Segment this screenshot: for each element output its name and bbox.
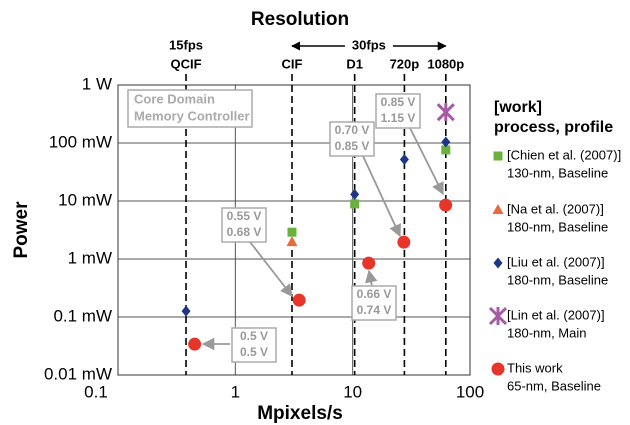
annotation-text: 0.85 V [335,139,370,153]
legend-detail: 180-nm, Baseline [507,219,608,234]
point [441,145,451,155]
point [350,188,360,200]
y-axis-label: Power [11,201,32,259]
annotation-arrow [409,127,444,196]
point [399,153,409,165]
resolution-label: QCIF [170,56,201,71]
plot-frame [117,84,471,376]
note-text: Memory Controller [134,108,250,123]
y-tick-label: 100 mW [49,132,112,151]
y-tick-label: 0.1 mW [53,306,112,325]
x-tick-label: 100 [456,382,484,401]
annotation-text: 0.70 V [335,123,370,137]
point [397,235,411,249]
annotation-arrow [362,155,401,238]
legend-detail: 180-nm, Baseline [507,272,608,287]
y-tick-label: 1 W [82,74,112,93]
note-box [127,89,253,128]
annotation-text: 0.5 V [240,329,268,343]
resolution-label: D1 [346,56,363,71]
point [362,256,376,270]
legend-title: process, profile [494,119,613,136]
annotation-box [221,207,267,243]
point [350,199,360,209]
annotation-arrow [249,241,293,297]
point [439,198,453,212]
legend-detail: 180-nm, Main [507,325,586,340]
annotation-text: 0.55 V [227,209,262,223]
legend-detail: 130-nm, Baseline [507,165,608,180]
note-text: Core Domain [134,91,215,106]
legend-marker [488,306,508,326]
annotation-text: 1.15 V [381,111,416,125]
chart-title: Resolution [251,9,349,30]
resolution-label: 720p [390,56,420,71]
x-tick-label: 0.1 [84,382,108,401]
point [292,293,306,307]
annotation-text: 0.85 V [381,95,416,109]
y-tick-label: 0.01 mW [44,364,112,383]
annotation-text: 0.5 V [240,345,268,359]
point [188,337,202,351]
legend-label: [Lin et al. (2007)] [507,307,605,322]
annotation-text: 0.68 V [227,225,262,239]
point [286,236,298,247]
legend-marker [493,151,503,161]
annotation-text: 0.66 V [357,287,392,301]
point [287,227,297,237]
label-bg [344,38,393,54]
legend-label: [Liu et al. (2007)] [507,254,605,269]
resolution-label: CIF [282,56,303,71]
annotation-box [231,327,277,363]
x-tick-label: 1 [231,382,240,401]
legend-detail: 65-nm, Baseline [507,378,601,393]
legend-title: [work] [494,99,542,116]
point [436,103,455,122]
annotation-box [329,121,375,157]
y-tick-label: 1 mW [68,248,112,267]
annotation-box [375,93,421,129]
x-tick-label: 10 [343,382,362,401]
annotation-box [351,285,397,321]
legend-label: [Chien et al. (2007)] [507,147,621,162]
frame-rate-label: 30fps [352,37,386,52]
annotation-arrow [365,269,378,287]
x-axis-label: Mpixels/s [257,403,343,424]
frame-rate-label: 15fps [169,37,203,52]
point [181,305,191,317]
legend-marker [491,362,505,376]
legend-marker [492,204,504,214]
annotation-text: 0.74 V [357,303,392,317]
legend-marker [493,257,503,269]
point [441,136,451,148]
legend-label: This work [507,360,563,375]
legend-label: [Na et al. (2007)] [507,201,604,216]
resolution-label: 1080p [427,56,464,71]
y-tick-label: 10 mW [58,190,112,209]
